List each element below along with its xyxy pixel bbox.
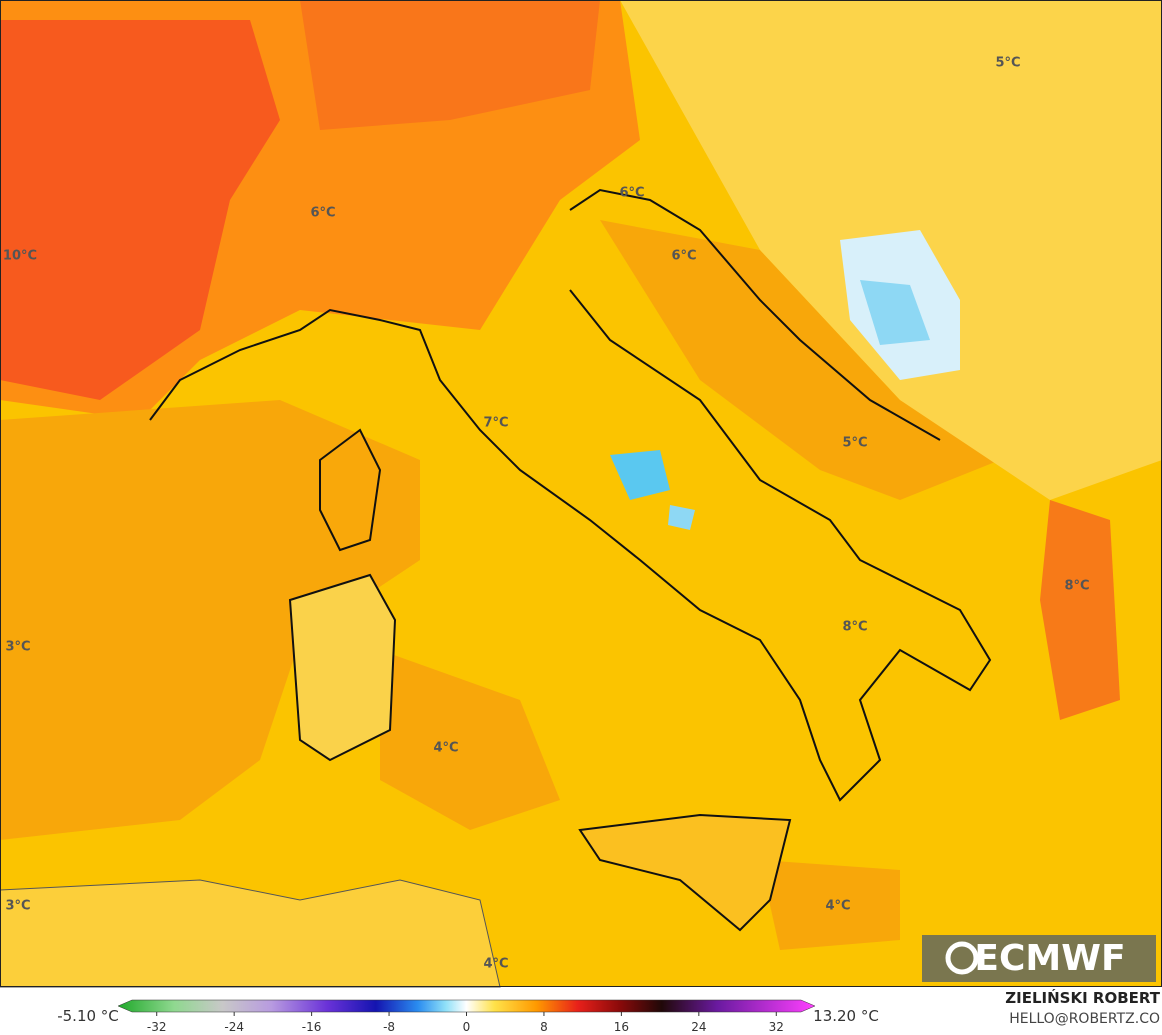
temperature-label: 4°C xyxy=(825,899,850,914)
map-area: 6°C 10°C 6°C 6°C 5°C 7°C 5°C 8°C 8°C 3°C 4°C 3°C 4°C… xyxy=(0,0,1162,988)
temperature-label: 4°C xyxy=(433,741,458,756)
cold-region xyxy=(668,505,695,530)
hot-region xyxy=(0,20,280,400)
temperature-label: 10°C xyxy=(3,249,37,264)
colorbar-tick-label: 0 xyxy=(463,1020,471,1034)
temperature-label: 5°C xyxy=(995,56,1020,71)
colorbar-tick-label: -24 xyxy=(224,1020,244,1034)
temperature-label: 6°C xyxy=(310,206,335,221)
colorbar-bar xyxy=(117,999,816,1013)
hot-region xyxy=(300,0,600,130)
coastline xyxy=(569,188,941,441)
cold-region xyxy=(610,450,670,500)
colorbar-tick-label: -8 xyxy=(383,1020,395,1034)
coastline xyxy=(149,289,992,802)
sea-region xyxy=(0,400,420,840)
colorbar: -5.10 °C 13.20 °C -32 -24 -16 -8 0 8 16 24 32 xyxy=(57,999,879,1034)
temperature-label: 6°C xyxy=(671,249,696,264)
colorbar-tick-label: -32 xyxy=(147,1020,167,1034)
coastline xyxy=(288,573,397,762)
sea-region xyxy=(760,860,900,950)
temperature-label: 6°C xyxy=(619,186,644,201)
temperature-label: 3°C xyxy=(5,899,30,914)
temperature-label: 8°C xyxy=(842,620,867,635)
sea-region xyxy=(380,650,560,830)
warm-region xyxy=(1040,500,1120,720)
temperature-label: 4°C xyxy=(483,957,508,972)
colorbar-max-label: 13.20 °C xyxy=(813,1007,879,1025)
sea-region xyxy=(600,220,1000,500)
temperature-label: 8°C xyxy=(1064,579,1089,594)
colorbar-tick-label: 8 xyxy=(540,1020,548,1034)
cold-region xyxy=(860,280,930,345)
temperature-label: 3°C xyxy=(5,640,30,655)
colorbar-tick-label: 32 xyxy=(769,1020,784,1034)
map-labels: 6°C 10°C 6°C 6°C 5°C 7°C 5°C 8°C 8°C 3°C 4°C 3°C 4°C… xyxy=(3,56,1090,972)
temperature-label: 5°C xyxy=(842,436,867,451)
colorbar-tick-label: 24 xyxy=(691,1020,706,1034)
colorbar-tick-label: -16 xyxy=(302,1020,322,1034)
temperature-label: 7°C xyxy=(483,416,508,431)
coastline xyxy=(0,879,501,988)
coastline xyxy=(578,813,792,932)
logo: ECMWF xyxy=(974,938,1125,979)
colorbar-tick-label: 16 xyxy=(614,1020,629,1034)
author: ZIELIŃSKI ROBERT xyxy=(1005,988,1160,1007)
contact: HELLO@ROBERTZ.CO xyxy=(1009,1011,1160,1027)
coastline xyxy=(319,428,382,552)
colorbar-min-label: -5.10 °C xyxy=(57,1007,119,1025)
logo-icon xyxy=(945,941,979,975)
